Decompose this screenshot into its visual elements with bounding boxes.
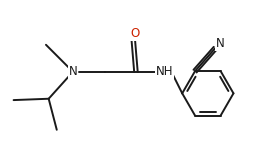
Text: N: N xyxy=(69,65,77,78)
Text: O: O xyxy=(130,27,140,40)
Text: N: N xyxy=(216,37,224,50)
Text: NH: NH xyxy=(156,65,173,78)
